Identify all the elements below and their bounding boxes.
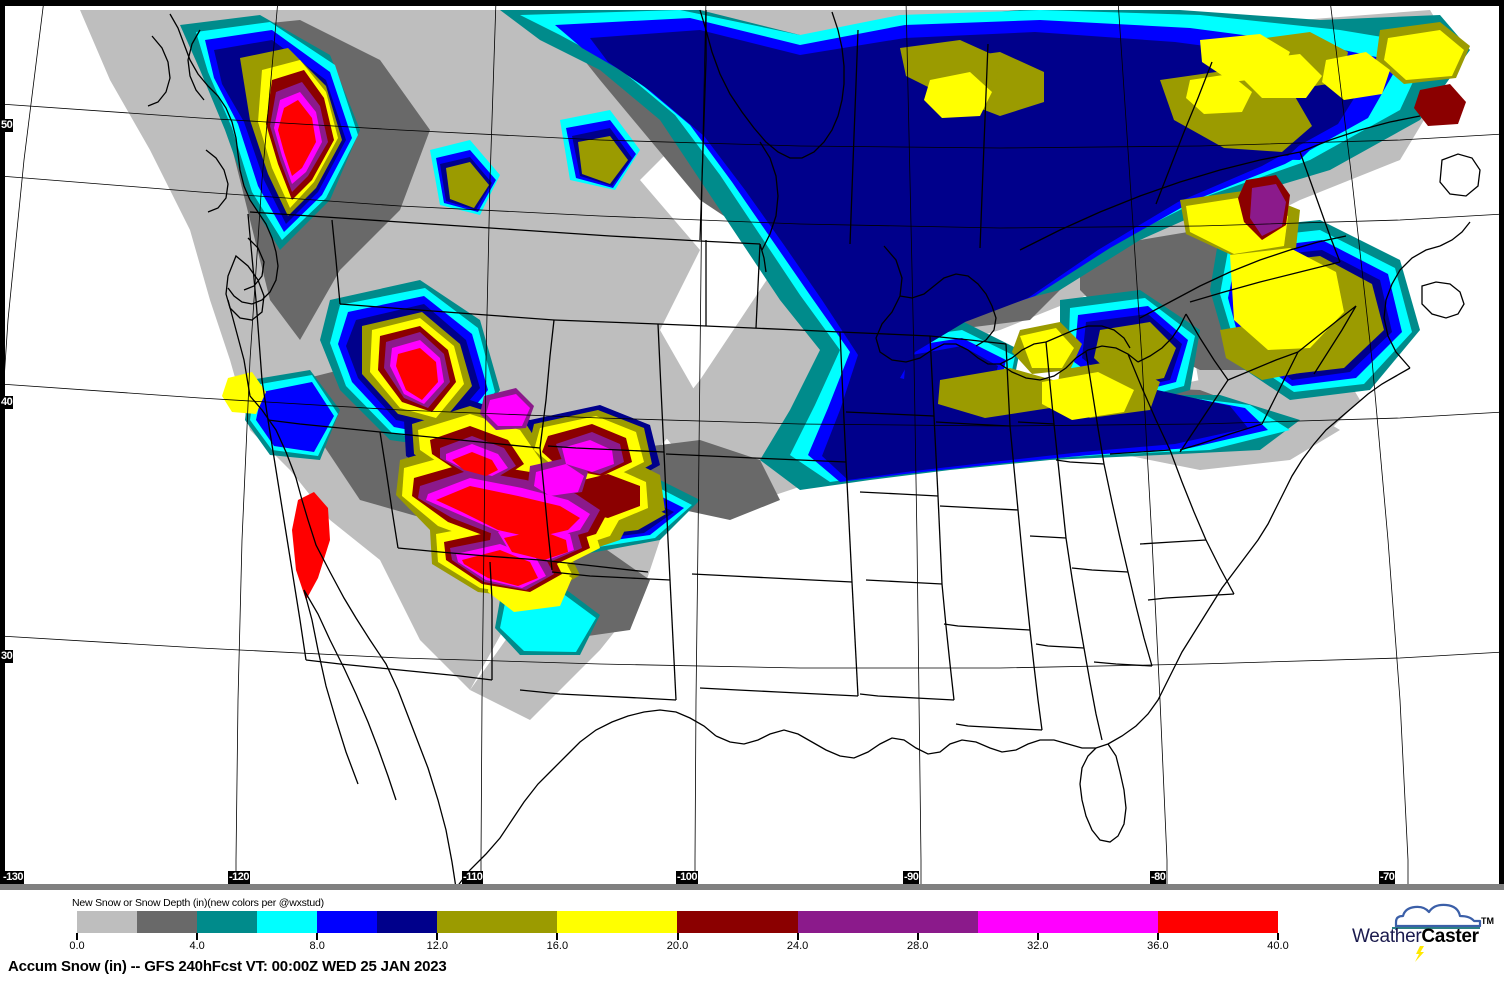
colorbar-tick-16.0: [556, 933, 559, 940]
colorbar-tick-32.0: [1036, 933, 1039, 940]
weathercaster-logo: WeatherCaster TM: [1348, 900, 1494, 962]
lon-label--80: -80: [1150, 871, 1167, 884]
lat-lon-graticule: [0, 0, 1504, 890]
colorbar-tick-label-12.0: 12.0: [426, 940, 449, 952]
colorbar-band-olive[interactable]: [437, 911, 558, 933]
logo-text-caster: Caster: [1421, 926, 1479, 947]
colorbar-tick-label-4.0: 4.0: [189, 940, 205, 952]
colorbar-band-light-gray[interactable]: [77, 911, 138, 933]
colorbar-tick-0.0: [76, 933, 78, 940]
colorbar-strip[interactable]: [77, 911, 1278, 933]
colorbar-tick-label-36.0: 36.0: [1147, 940, 1169, 952]
lon-label--70: -70: [1379, 871, 1396, 884]
cloud-icon: [1392, 903, 1482, 931]
lightning-bolt-icon: [1415, 946, 1424, 962]
colorbar-band-yellow[interactable]: [557, 911, 678, 933]
forecast-map-panel[interactable]: -130 -120 -110 -100 -90 -80 -70 50 40 30: [0, 0, 1504, 890]
lon-label--120: -120: [228, 871, 251, 884]
lon-label--90: -90: [903, 871, 920, 884]
lat-label-40: 40: [0, 396, 14, 409]
colorbar-tick-12.0: [436, 933, 439, 940]
colorbar-tick-label-24.0: 24.0: [786, 940, 809, 952]
lat-label-50: 50: [0, 119, 14, 132]
colorbar-band-cyan[interactable]: [257, 911, 318, 933]
map-frame-left: [0, 0, 5, 890]
colorbar-band-red[interactable]: [1157, 911, 1278, 933]
colorbar-tick-label-16.0: 16.0: [546, 940, 569, 952]
colorbar-band-teal[interactable]: [197, 911, 258, 933]
colorbar-band-magenta[interactable]: [977, 911, 1158, 933]
colorbar-band-navy[interactable]: [377, 911, 438, 933]
colorbar-tick-40.0: [1277, 933, 1279, 940]
map-frame-bottom-bar: [0, 884, 1504, 890]
colorbar-tick-label-40.0: 40.0: [1267, 940, 1289, 952]
colorbar-tick-24.0: [796, 933, 799, 940]
colorbar-tick-label-28.0: 28.0: [906, 940, 929, 952]
lon-label--100: -100: [676, 871, 699, 884]
map-geography-outlines: [147, 9, 1481, 889]
colorbar-tick-28.0: [916, 933, 919, 940]
colorbar-ticks: 0.0 4.0 8.0 12.0 16.0 20.0 24.0 28.0 32.0 36.0 40.…: [0, 933, 1504, 955]
lon-label--110: -110: [462, 871, 484, 884]
colorbar-tick-36.0: [1156, 933, 1159, 940]
snow-contour-fill: [80, 10, 1470, 720]
logo-text-weather: Weather: [1352, 926, 1422, 947]
map-frame-right: [1499, 0, 1504, 890]
colorbar-tick-label-20.0: 20.0: [666, 940, 689, 952]
snow-accumulation-map[interactable]: [0, 0, 1504, 890]
logo-wordmark: WeatherCaster: [1352, 926, 1479, 948]
lat-label-30: 30: [0, 650, 14, 663]
legend-title: New Snow or Snow Depth (in)(new colors p…: [72, 897, 324, 909]
map-frame-top: [0, 0, 1504, 6]
colorbar-band-dark-red[interactable]: [677, 911, 798, 933]
trademark-mark: TM: [1481, 916, 1494, 926]
colorbar-band-blue[interactable]: [317, 911, 378, 933]
colorbar-band-dark-gray[interactable]: [137, 911, 198, 933]
lon-label--130: -130: [2, 871, 25, 884]
colorbar-tick-label-0.0: 0.0: [69, 940, 85, 952]
colorbar-tick-4.0: [196, 933, 199, 940]
colorbar-tick-label-8.0: 8.0: [309, 940, 325, 952]
colorbar-tick-20.0: [676, 933, 679, 940]
colorbar-legend: New Snow or Snow Depth (in)(new colors p…: [0, 893, 1504, 955]
colorbar-band-purple[interactable]: [797, 911, 978, 933]
colorbar-tick-8.0: [316, 933, 319, 940]
product-caption: Accum Snow (in) -- GFS 240hFcst VT: 00:0…: [8, 958, 447, 975]
colorbar-tick-label-32.0: 32.0: [1027, 940, 1049, 952]
